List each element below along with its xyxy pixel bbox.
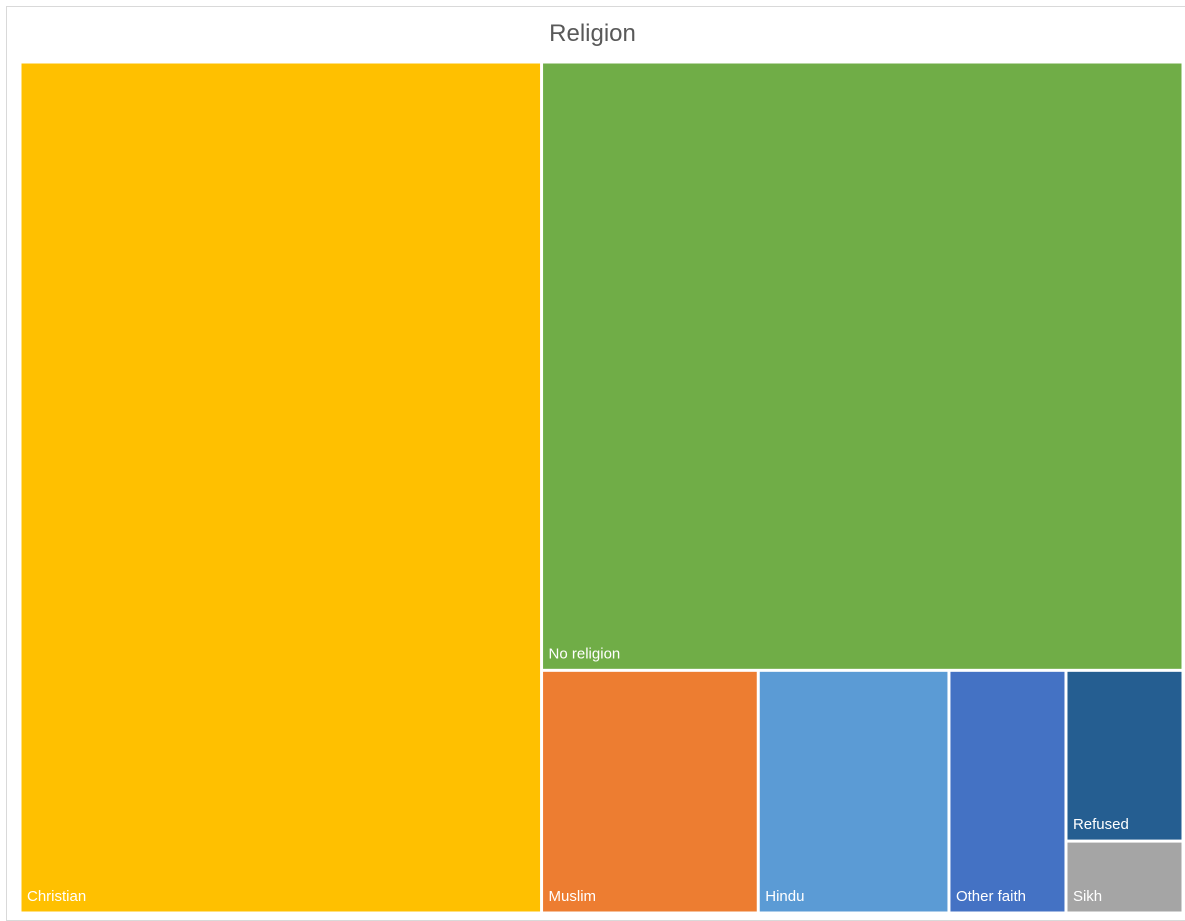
treemap-rect-muslim <box>543 671 757 912</box>
treemap-tile-other-faith: Other faith <box>950 671 1065 912</box>
treemap-rect-refused <box>1067 671 1182 840</box>
treemap-label-christian: Christian <box>27 888 86 905</box>
treemap-label-other-faith: Other faith <box>956 888 1026 905</box>
treemap-rect-hindu <box>759 671 948 912</box>
treemap-tile-sikh: Sikh <box>1067 842 1182 912</box>
treemap-label-hindu: Hindu <box>765 888 804 905</box>
treemap-tile-christian: Christian <box>21 63 541 912</box>
treemap-rect-no-religion <box>543 63 1182 669</box>
treemap-tile-refused: Refused <box>1067 671 1182 840</box>
treemap-label-muslim: Muslim <box>549 888 597 905</box>
treemap-rect-sikh <box>1067 842 1182 912</box>
treemap-tile-hindu: Hindu <box>759 671 948 912</box>
treemap-tile-muslim: Muslim <box>543 671 757 912</box>
chart-title: Religion <box>549 20 636 47</box>
treemap-label-refused: Refused <box>1073 816 1129 833</box>
treemap-rect-christian <box>21 63 541 912</box>
treemap-label-sikh: Sikh <box>1073 888 1102 905</box>
treemap-label-no-religion: No religion <box>549 645 621 662</box>
treemap-rect-other-faith <box>950 671 1065 912</box>
treemap-tile-no-religion: No religion <box>543 63 1182 669</box>
